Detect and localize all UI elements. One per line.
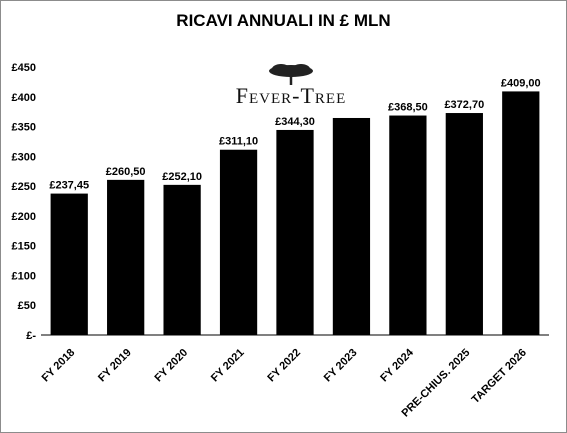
logo-wordmark: Fever-Tree: [235, 83, 347, 108]
tree-icon: [269, 64, 313, 85]
x-tick-label: FY 2024: [378, 346, 416, 384]
x-tick-label: FY 2019: [96, 347, 134, 385]
x-tick-label: FY 2023: [322, 347, 360, 385]
x-tick-label: TARGET 2026: [470, 347, 529, 406]
bar: [50, 193, 88, 335]
bar: [502, 91, 540, 335]
x-axis: FY 2018 FY 2019 FY 2020 FY 2021 FY 2022 FY 20…: [40, 334, 549, 420]
x-tick-label: FY 2020: [152, 347, 190, 385]
y-tick-label: £300: [12, 151, 36, 163]
x-tick-label: FY 2021: [209, 347, 247, 385]
y-axis: £- £50 £100 £150 £200 £250 £300 £350 £400 £450: [12, 62, 37, 342]
chart-title: RICAVI ANNUALI IN £ MLN: [176, 11, 391, 30]
bar-value-label: £260,50: [106, 166, 146, 178]
x-tick-label: FY 2018: [40, 347, 78, 385]
bar-value-label: £372,70: [444, 99, 484, 111]
bar-value-label: £311,10: [219, 136, 258, 148]
bar: [219, 149, 258, 335]
y-tick-label: £400: [12, 92, 36, 104]
bar-value-label: £368,50: [388, 102, 428, 114]
bar-value-label: £409,00: [501, 77, 541, 89]
y-tick-label: £350: [12, 122, 36, 134]
bar: [389, 115, 427, 335]
bar-value-label: £344,30: [275, 116, 315, 128]
fever-tree-logo: Fever-Tree: [191, 63, 391, 111]
bar-value-label: £237,45: [49, 180, 89, 192]
bar: [276, 129, 314, 335]
y-tick-label: £-: [26, 330, 36, 342]
y-tick-label: £100: [12, 270, 36, 282]
y-tick-label: £250: [12, 181, 36, 193]
y-tick-label: £50: [18, 300, 36, 312]
x-tick-label: FY 2022: [265, 347, 303, 385]
y-tick-label: £450: [12, 62, 36, 74]
bar-value-label: £252,10: [162, 171, 202, 183]
y-tick-label: £200: [12, 211, 36, 223]
bar: [107, 179, 145, 335]
bar: [332, 117, 371, 335]
bars: £237,45 £260,50 £252,10 £311,10 £344,30 £368,…: [49, 77, 541, 336]
bar: [163, 184, 201, 335]
y-tick-label: £150: [12, 241, 36, 253]
bar: [445, 113, 483, 336]
